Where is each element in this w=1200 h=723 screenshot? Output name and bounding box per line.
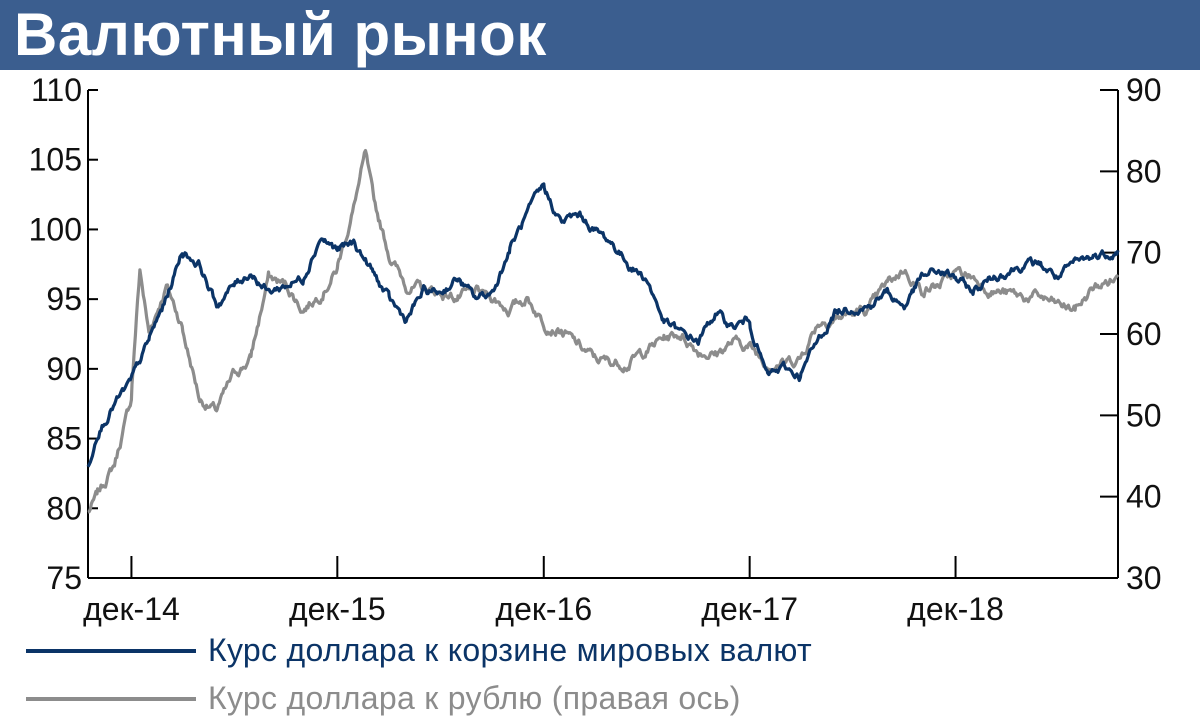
y-left-tick-label: 85 [46, 421, 82, 457]
legend-label-rub: Курс доллара к рублю (правая ось) [208, 680, 741, 716]
y-right-tick-label: 70 [1126, 235, 1162, 271]
x-tick-label: дек-18 [907, 591, 1004, 627]
page-title: Валютный рынок [14, 1, 547, 68]
header-bar: Валютный рынок [0, 0, 1200, 70]
y-left-tick-label: 90 [46, 351, 82, 387]
y-right-tick-label: 30 [1126, 560, 1162, 596]
y-left-tick-label: 105 [29, 142, 82, 178]
y-left-tick-label: 80 [46, 490, 82, 526]
y-left-tick-label: 95 [46, 281, 82, 317]
x-tick-label: дек-17 [701, 591, 798, 627]
series-line-rub [87, 148, 1120, 514]
x-tick-label: дек-16 [495, 591, 592, 627]
y-right-tick-label: 50 [1126, 397, 1162, 433]
legend-swatch-dxy [26, 649, 196, 653]
y-right-tick-label: 80 [1126, 153, 1162, 189]
y-left-tick-label: 75 [46, 560, 82, 596]
y-right-tick-label: 60 [1126, 316, 1162, 352]
y-right-tick-label: 90 [1126, 72, 1162, 108]
x-tick-label: дек-14 [83, 591, 180, 627]
series-line-dxy [86, 182, 1120, 468]
y-left-tick-label: 110 [31, 72, 82, 108]
y-right-tick-label: 40 [1126, 479, 1162, 515]
legend-swatch-rub [26, 697, 196, 701]
legend-label-dxy: Курс доллара к корзине мировых валют [208, 632, 812, 668]
y-left-tick-label: 100 [29, 211, 82, 247]
x-tick-label: дек-15 [289, 591, 386, 627]
